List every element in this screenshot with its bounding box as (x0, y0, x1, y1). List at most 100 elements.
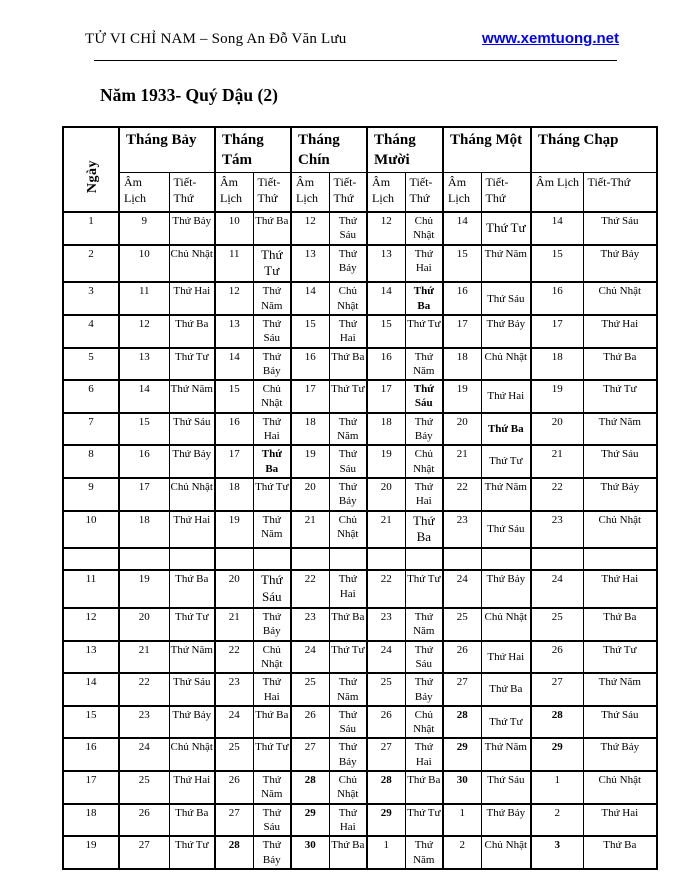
am-lich-cell: 15 (530, 243, 584, 284)
am-lich-cell: 14 (290, 281, 330, 316)
am-lich-cell: 17 (366, 379, 406, 414)
table-row: 2 10 Chủ Nhật 11 Thứ Tư 13 Thứ Bảy 13 Thứ Hai 15 T… (62, 243, 658, 284)
tiet-thu-cell: Thứ Bảy (480, 569, 532, 610)
tiet-thu-cell: Chủ Nhật (252, 379, 292, 414)
am-lich-cell: 29 (530, 737, 584, 773)
spacer-cell (214, 547, 254, 572)
tiet-thu-cell: Thứ Ba (168, 313, 216, 349)
tiet-thu-cell: Thứ Sáu (404, 639, 444, 675)
day-cell: 10 (62, 509, 120, 550)
tiet-thu-cell: Thứ Sáu (328, 704, 368, 740)
table-row: 18 26 Thứ Ba 27 Thứ Sáu 29 Thứ Hai 29 Thứ Tư 1 Thứ… (62, 802, 658, 838)
tiet-thu-cell: Thứ Bảy (404, 411, 444, 447)
tiet-thu-cell: Chủ Nhật (404, 211, 444, 246)
tiet-thu-cell: Thứ Năm (404, 346, 444, 382)
am-lich-cell: 13 (214, 313, 254, 349)
tiet-thu-cell: Thứ Năm (328, 672, 368, 707)
tiet-thu-cell: Thứ Hai (404, 737, 444, 773)
day-cell: 16 (62, 737, 120, 773)
am-lich-cell: 13 (290, 243, 330, 284)
am-lich-cell: 24 (118, 737, 170, 773)
am-lich-cell: 22 (214, 639, 254, 675)
tiet-thu-cell: Chủ Nhật (168, 737, 216, 773)
am-lich-cell: 26 (118, 802, 170, 838)
am-lich-cell: 27 (366, 737, 406, 773)
tiet-thu-cell: Thứ Ba (404, 281, 444, 316)
am-lich-cell: 18 (214, 476, 254, 512)
tiet-thu-cell: Chủ Nhật (480, 835, 532, 870)
tiet-thu-cell: Thứ Ba (480, 672, 532, 707)
day-cell: 2 (62, 243, 120, 284)
am-lich-cell: 19 (290, 444, 330, 479)
am-lich-cell: 13 (118, 346, 170, 382)
am-lich-cell: 19 (530, 379, 584, 414)
tiet-thu-cell: Chủ Nhật (480, 346, 532, 382)
table-row: 6 14 Thứ Năm 15 Chủ Nhật 17 Thứ Tư 17 Thứ Sáu 19 T… (62, 379, 658, 414)
spacer-cell (118, 547, 170, 572)
tiet-thu-cell: Thứ Sáu (328, 211, 368, 246)
tiet-thu-cell: Thứ Hai (582, 569, 658, 610)
tiet-thu-cell: Thứ Ba (582, 346, 658, 382)
tiet-thu-cell: Thứ Bảy (252, 346, 292, 382)
table-row: 14 22 Thứ Sáu 23 Thứ Hai 25 Thứ Năm 25 Thứ Bảy 27… (62, 672, 658, 707)
am-lich-cell: 27 (214, 802, 254, 838)
am-lich-cell: 21 (366, 509, 406, 550)
am-lich-cell: 24 (442, 569, 482, 610)
am-lich-cell: 11 (214, 243, 254, 284)
tiet-thu-cell: Thứ Tư (480, 211, 532, 246)
am-lich-cell: 20 (530, 411, 584, 447)
tiet-thu-cell: Thứ Ba (480, 411, 532, 447)
spacer-cell (480, 547, 532, 572)
am-lich-cell: 15 (366, 313, 406, 349)
tiet-thu-cell: Chủ Nhật (582, 509, 658, 550)
tiet-thu-cell: Thứ Năm (252, 770, 292, 805)
subheader-tiet-thu: Tiết-Thứ (582, 172, 658, 213)
am-lich-cell: 18 (118, 509, 170, 550)
am-lich-cell: 18 (366, 411, 406, 447)
table-row: 12 20 Thứ Tư 21 Thứ Bảy 23 Thứ Ba 23 Thứ Năm 25 Ch… (62, 607, 658, 642)
am-lich-cell: 9 (118, 211, 170, 246)
day-cell: 14 (62, 672, 120, 707)
tiet-thu-cell: Thứ Năm (480, 476, 532, 512)
tiet-thu-cell: Thứ Ba (582, 835, 658, 870)
am-lich-cell: 22 (290, 569, 330, 610)
am-lich-cell: 30 (442, 770, 482, 805)
tiet-thu-cell: Thứ Sáu (252, 569, 292, 610)
am-lich-cell: 17 (214, 444, 254, 479)
tiet-thu-cell: Thứ Bảy (480, 802, 532, 838)
table-row: 11 19 Thứ Ba 20 Thứ Sáu 22 Thứ Hai 22 Thứ Tư 24 Th… (62, 569, 658, 610)
calendar-table-body: 1 9 Thứ Bảy 10 Thứ Ba 12 Thứ Sáu 12 Chủ Nhật 14 Th… (62, 211, 658, 870)
header-divider (94, 60, 617, 61)
tiet-thu-cell: Thứ Tư (252, 737, 292, 773)
am-lich-cell: 10 (214, 211, 254, 246)
am-lich-cell: 17 (442, 313, 482, 349)
tiet-thu-cell: Thứ Sáu (328, 444, 368, 479)
table-row: 4 12 Thứ Ba 13 Thứ Sáu 15 Thứ Hai 15 Thứ Tư 17 Thứ… (62, 313, 658, 349)
tiet-thu-cell: Chủ Nhật (582, 281, 658, 316)
table-row: 9 17 Chủ Nhật 18 Thứ Tư 20 Thứ Bảy 20 Thứ Hai 22 T… (62, 476, 658, 512)
tiet-thu-cell: Chủ Nhật (404, 444, 444, 479)
am-lich-cell: 3 (530, 835, 584, 870)
tiet-thu-cell: Thứ Hai (168, 281, 216, 316)
tiet-thu-cell: Chủ Nhật (582, 770, 658, 805)
tiet-thu-cell: Thứ Ba (252, 444, 292, 479)
month-header-thang-chap: Tháng Chạp (530, 126, 658, 173)
am-lich-cell: 26 (530, 639, 584, 675)
tiet-thu-cell: Chủ Nhật (328, 509, 368, 550)
day-cell: 3 (62, 281, 120, 316)
am-lich-cell: 19 (214, 509, 254, 550)
website-link[interactable]: www.xemtuong.net (482, 30, 619, 47)
day-cell: 8 (62, 444, 120, 479)
tiet-thu-cell: Thứ Ba (328, 835, 368, 870)
am-lich-cell: 28 (214, 835, 254, 870)
spacer-cell (366, 547, 406, 572)
am-lich-cell: 1 (366, 835, 406, 870)
am-lich-cell: 16 (290, 346, 330, 382)
table-row: 3 11 Thứ Hai 12 Thứ Năm 14 Chủ Nhật 14 Thứ Ba 16 T… (62, 281, 658, 316)
tiet-thu-cell: Thứ Ba (168, 802, 216, 838)
am-lich-cell: 26 (366, 704, 406, 740)
am-lich-cell: 16 (366, 346, 406, 382)
day-cell: 11 (62, 569, 120, 610)
tiet-thu-cell: Thứ Bảy (252, 607, 292, 642)
